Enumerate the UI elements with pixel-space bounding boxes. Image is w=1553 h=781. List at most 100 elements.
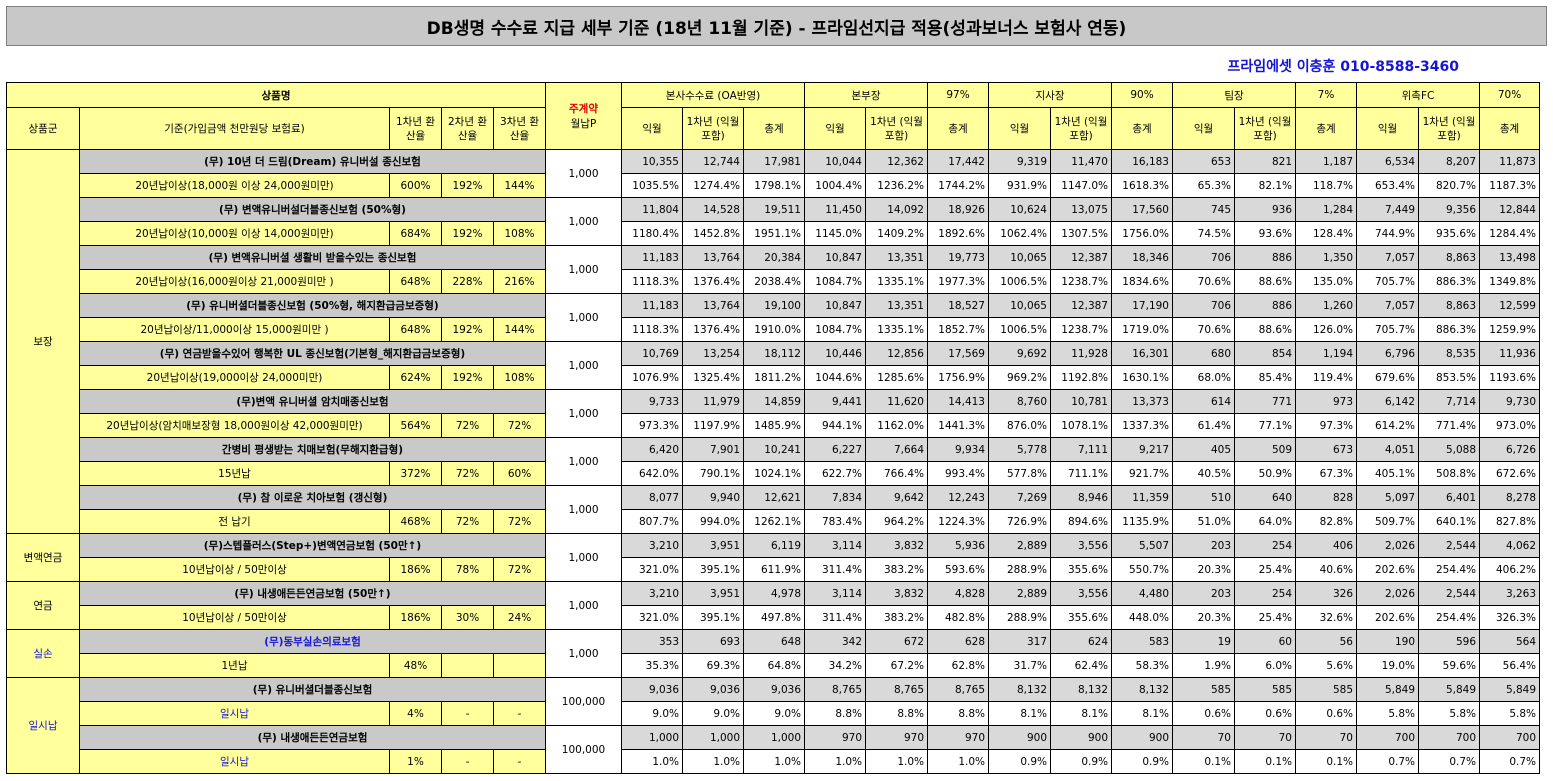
commission-rate: 1335.1% [865, 317, 928, 342]
conversion-rate-r1: 564% [389, 413, 442, 438]
header-fc-yr1: 1차년 (익월포함) [1418, 107, 1480, 150]
conversion-rate-r2: 192% [441, 221, 494, 246]
commission-rate: 1811.2% [743, 365, 805, 390]
commission-rate: 1798.1% [743, 173, 805, 198]
commission-amount: 1,260 [1295, 293, 1357, 318]
product-name: (무)스텝플러스(Step+)변액연금보험 (50만↑) [79, 533, 546, 558]
commission-amount: 19,100 [743, 293, 805, 318]
commission-amount: 13,373 [1111, 389, 1173, 414]
commission-amount: 203 [1172, 581, 1235, 606]
commission-rate: 0.9% [1050, 749, 1112, 774]
commission-amount: 8,863 [1418, 293, 1480, 318]
commission-rate: 1084.7% [804, 269, 866, 294]
product-criteria: 10년납이상 / 50만이상 [79, 557, 390, 582]
commission-amount: 6,726 [1479, 437, 1540, 462]
commission-rate: 921.7% [1111, 461, 1173, 486]
commission-amount: 680 [1172, 341, 1235, 366]
commission-amount: 596 [1418, 629, 1480, 654]
commission-rate: 311.4% [804, 605, 866, 630]
commission-rate: 964.2% [865, 509, 928, 534]
conversion-rate-r2: 30% [441, 605, 494, 630]
commission-amount: 9,217 [1111, 437, 1173, 462]
commission-amount: 254 [1234, 533, 1296, 558]
commission-amount: 10,769 [621, 341, 683, 366]
commission-rate: 1.0% [865, 749, 928, 774]
commission-rate: 0.1% [1295, 749, 1357, 774]
header-row-1: 상품명 주계약 월납P 본사수수료 (OA반영) 본부장 97% 지사장 90%… [6, 82, 1540, 150]
header-team-lead: 팀장 [1172, 82, 1296, 108]
commission-rate: 969.2% [988, 365, 1051, 390]
commission-amount: 11,620 [865, 389, 928, 414]
commission-rate: 50.9% [1234, 461, 1296, 486]
product-rate-row: 10년납이상 / 50만이상 186% 30% 24% 321.0% 395.1% 497.… [7, 605, 1540, 630]
product-criteria: 전 납기 [79, 509, 390, 534]
commission-rate: 321.0% [621, 605, 683, 630]
commission-rate: 993.4% [927, 461, 989, 486]
product-criteria: 20년납이상/11,000이상 15,000원미만 ) [79, 317, 390, 342]
commission-amount: 4,480 [1111, 581, 1173, 606]
commission-rate: 1.0% [927, 749, 989, 774]
conversion-rate-r1: 372% [389, 461, 442, 486]
commission-rate: 383.2% [865, 557, 928, 582]
product-criteria: 1년납 [79, 653, 390, 678]
commission-amount: 7,269 [988, 485, 1051, 510]
commission-amount: 970 [927, 725, 989, 750]
product-criteria: 일시납 [79, 749, 390, 774]
header-premium-top: 주계약 [569, 103, 598, 115]
commission-amount: 13,351 [865, 293, 928, 318]
commission-rate: 790.1% [682, 461, 744, 486]
commission-amount: 821 [1234, 149, 1296, 174]
commission-rate: 1118.3% [621, 269, 683, 294]
product-name: (무) 유니버셜더블종신보험 (50%형, 해지환급금보증형) [79, 293, 546, 318]
commission-amount: 1,187 [1295, 149, 1357, 174]
header-dept-total: 총계 [927, 107, 989, 150]
commission-rate: 1004.4% [804, 173, 866, 198]
commission-rate: 973.3% [621, 413, 683, 438]
commission-rate: 820.7% [1418, 173, 1480, 198]
commission-rate: 0.6% [1295, 701, 1357, 726]
commission-rate: 5.6% [1295, 653, 1357, 678]
commission-rate: 68.0% [1172, 365, 1235, 390]
header-premium-bottom: 월납P [570, 118, 597, 130]
header-dept-head: 본부장 [804, 82, 928, 108]
commission-rate: 5.8% [1356, 701, 1419, 726]
commission-amount: 18,926 [927, 197, 989, 222]
commission-rate: 1180.4% [621, 221, 683, 246]
commission-rate: 766.4% [865, 461, 928, 486]
product-name: (무) 변액유니버설더블종신보험 (50%형) [79, 197, 546, 222]
commission-rate: 0.7% [1356, 749, 1419, 774]
commission-rate: 1078.1% [1050, 413, 1112, 438]
commission-rate: 32.6% [1295, 605, 1357, 630]
commission-rate: 0.1% [1234, 749, 1296, 774]
header-team-total: 총계 [1295, 107, 1357, 150]
commission-amount: 700 [1356, 725, 1419, 750]
product-name: (무) 10년 더 드림(Dream) 유니버설 종신보험 [79, 149, 546, 174]
premium-cell: 100,000 [545, 677, 622, 726]
product-rate-row: 20년납이상/11,000이상 15,000원미만 ) 648% 192% 144% 1… [7, 317, 1540, 342]
conversion-rate-r1: 600% [389, 173, 442, 198]
commission-amount: 8,765 [804, 677, 866, 702]
commission-rate: 82.1% [1234, 173, 1296, 198]
commission-amount: 12,744 [682, 149, 744, 174]
commission-rate: 1259.9% [1479, 317, 1540, 342]
commission-rate: 1910.0% [743, 317, 805, 342]
commission-rate: 355.6% [1050, 605, 1112, 630]
commission-amount: 3,951 [682, 581, 744, 606]
commission-rate: 1197.9% [682, 413, 744, 438]
commission-amount: 886 [1234, 293, 1296, 318]
commission-rate: 973.0% [1479, 413, 1540, 438]
commission-rate: 58.3% [1111, 653, 1173, 678]
commission-amount: 653 [1172, 149, 1235, 174]
commission-rate: 202.6% [1356, 605, 1419, 630]
commission-rate: 0.9% [988, 749, 1051, 774]
header-branch-ikwol: 익월 [988, 107, 1051, 150]
commission-amount: 8,760 [988, 389, 1051, 414]
product-rate-row: 전 납기 468% 72% 72% 807.7% 994.0% 1262.1% 783.4% 9… [7, 509, 1540, 534]
commission-amount: 3,263 [1479, 581, 1540, 606]
commission-amount: 3,556 [1050, 533, 1112, 558]
commission-amount: 8,535 [1418, 341, 1480, 366]
commission-rate: 88.6% [1234, 269, 1296, 294]
commission-amount: 9,940 [682, 485, 744, 510]
commission-amount: 510 [1172, 485, 1235, 510]
commission-rate: 550.7% [1111, 557, 1173, 582]
